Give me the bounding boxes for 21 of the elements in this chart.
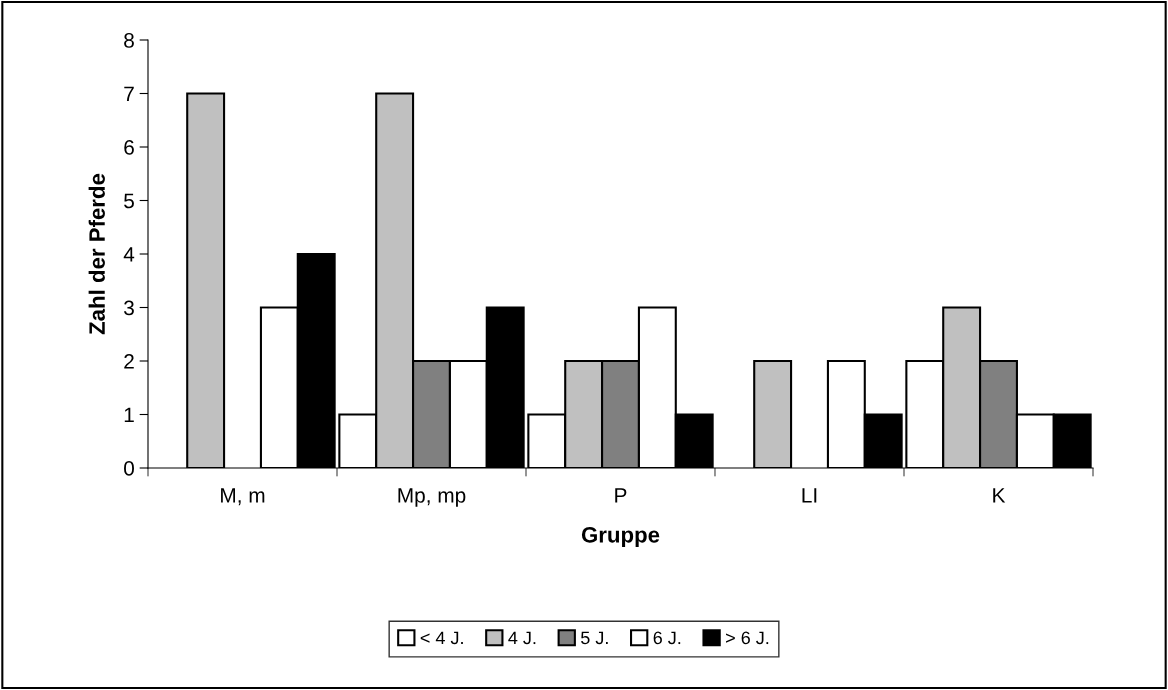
y-tick-label: 4 (123, 247, 135, 262)
y-tick-label: 3 (124, 300, 134, 316)
legend-label: 5 J. (581, 631, 608, 645)
x-tick-label: LI (802, 488, 817, 503)
legend-label: 6 J. (653, 631, 681, 645)
legend-label: > 6 J. (726, 631, 769, 645)
x-tick-label: P (615, 488, 627, 503)
y-tick-label: 8 (124, 33, 134, 48)
x-axis-title: Gruppe (581, 526, 660, 548)
y-tick-label: 6 (124, 140, 134, 155)
x-tick-label: Mp, mp (398, 488, 466, 507)
y-axis-title: Zahl der Pferde (88, 173, 105, 335)
y-tick-label: 1 (124, 407, 134, 423)
y-tick-label: 7 (124, 86, 134, 102)
x-tick-label: K (993, 488, 1006, 503)
x-tick-label: M, m (221, 488, 265, 506)
y-tick-label: 2 (124, 354, 134, 369)
y-tick-label: 0 (124, 461, 134, 476)
y-tick-label: 5 (124, 193, 134, 209)
legend-label: < 4 J. (420, 631, 463, 645)
legend-label: 4 J. (508, 631, 536, 645)
